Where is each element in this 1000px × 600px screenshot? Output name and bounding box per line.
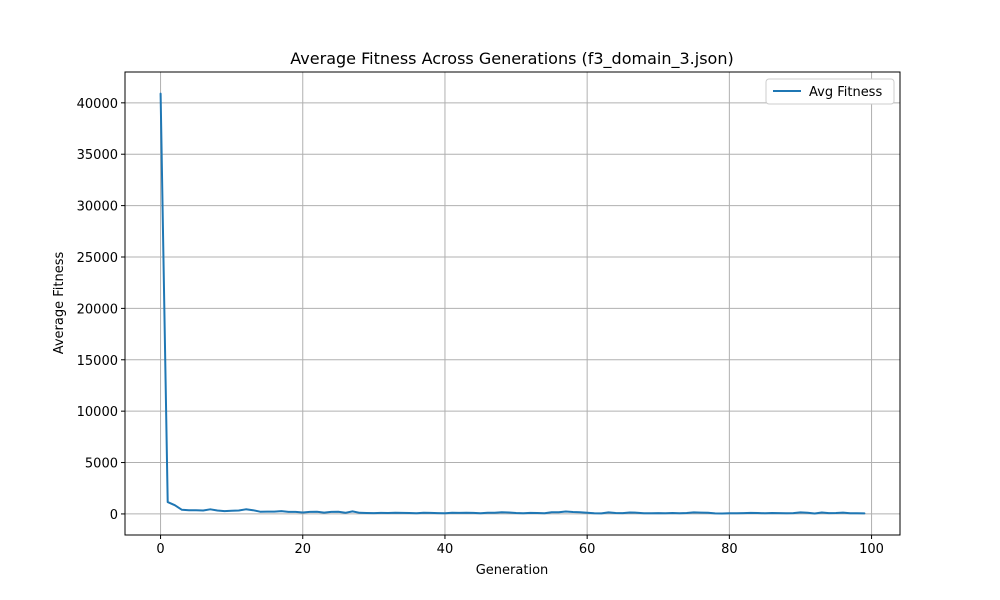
x-tick-label: 100 xyxy=(859,542,884,557)
y-tick-label: 40000 xyxy=(77,97,118,112)
x-tick-label: 60 xyxy=(579,542,596,557)
y-tick-label: 5000 xyxy=(85,457,118,472)
y-tick-label: 25000 xyxy=(77,251,118,266)
x-axis-label: Generation xyxy=(476,563,549,578)
grid-layer xyxy=(125,72,900,535)
chart-title: Average Fitness Across Generations (f3_d… xyxy=(290,49,733,69)
y-tick-label: 10000 xyxy=(77,405,118,420)
x-tick-label: 40 xyxy=(437,542,454,557)
y-tick-label: 35000 xyxy=(77,148,118,163)
series-line-avg-fitness xyxy=(159,92,866,515)
legend-label: Avg Fitness xyxy=(809,85,882,100)
y-tick-label: 0 xyxy=(110,508,118,523)
y-tick-label: 30000 xyxy=(77,200,118,215)
y-tick-label: 15000 xyxy=(77,354,118,369)
series-layer xyxy=(159,92,866,515)
y-tick-label: 20000 xyxy=(77,302,118,317)
x-tick-label: 0 xyxy=(156,542,164,557)
legend: Avg Fitness xyxy=(765,78,895,105)
legend-box xyxy=(765,78,895,105)
ticks-layer: 0 20 40 60 80 100 0 5000 10000 15000 20000 25000 300… xyxy=(77,97,884,557)
x-tick-label: 80 xyxy=(721,542,738,557)
x-tick-label: 20 xyxy=(294,542,311,557)
plot-frame xyxy=(124,71,901,536)
y-axis-label: Average Fitness xyxy=(52,252,67,355)
